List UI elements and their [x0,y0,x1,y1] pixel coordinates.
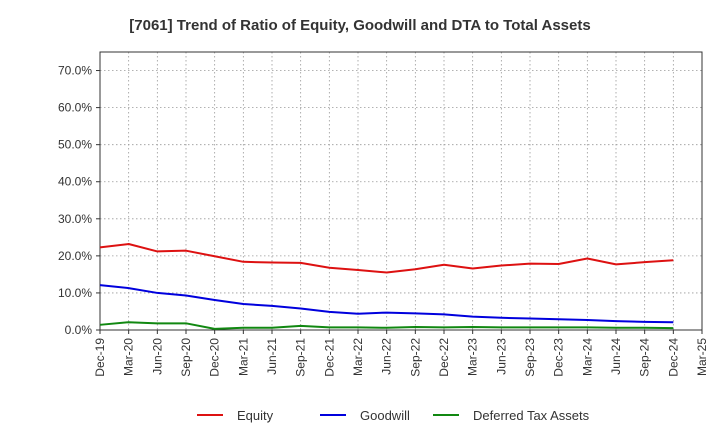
legend-label-goodwill: Goodwill [360,408,410,423]
y-tick-label: 10.0% [58,286,92,300]
series-line-equity [99,243,674,274]
x-tick-label: Dec-24 [666,338,680,377]
x-tick-label: Mar-24 [580,338,594,376]
x-tick-label: Mar-25 [695,338,709,376]
axes: 0.0% 10.0% 20.0% 30.0% 40.0% 50.0% 60.0% 70.0% D… [58,51,709,377]
x-tick-label: Mar-21 [236,338,250,376]
x-tick-label: Jun-24 [609,338,623,375]
x-tick-label: Jun-23 [494,338,508,375]
plot-frame [99,51,703,331]
x-tick-label: Jun-22 [380,338,394,375]
x-tick-label: Mar-20 [122,338,136,376]
y-tick-label: 60.0% [58,101,92,115]
x-tick-label: Dec-19 [93,338,107,377]
y-tick-label: 30.0% [58,212,92,226]
y-tick-label: 0.0% [65,323,93,337]
y-tick-label: 20.0% [58,249,92,263]
y-tick-label: 50.0% [58,138,92,152]
x-tick-label: Sep-20 [179,338,193,377]
x-tick-label: Sep-22 [408,338,422,377]
x-tick-label: Dec-20 [208,338,222,377]
legend: Equity Goodwill Deferred Tax Assets [197,408,590,423]
legend-label-equity: Equity [237,408,274,423]
x-tick-label: Mar-23 [466,338,480,376]
x-tick-label: Dec-21 [322,338,336,377]
x-tick-label: Jun-20 [150,338,164,375]
x-tick-label: Sep-23 [523,338,537,377]
x-tick-label: Sep-24 [638,338,652,377]
series-line-goodwill [99,284,674,324]
x-tick-label: Dec-22 [437,338,451,377]
y-tick-label: 70.0% [58,64,92,78]
x-tick-label: Jun-21 [265,338,279,375]
x-tick-label: Sep-21 [294,338,308,377]
series-line-deferred-tax-assets [99,321,674,330]
grid [99,52,703,331]
chart-title: [7061] Trend of Ratio of Equity, Goodwil… [129,17,590,34]
x-tick-label: Dec-23 [552,338,566,377]
y-tick-label: 40.0% [58,175,92,189]
legend-label-deferred-tax-assets: Deferred Tax Assets [473,408,590,423]
x-tick-label: Mar-22 [351,338,365,376]
series [99,243,674,330]
